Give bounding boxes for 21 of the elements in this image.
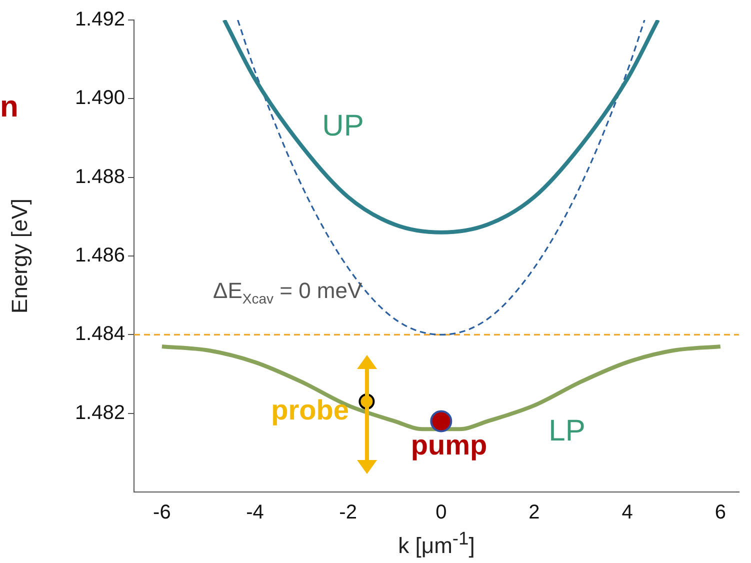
- y-tick-label: 1.492: [74, 8, 125, 31]
- y-tick-label: 1.488: [74, 166, 125, 188]
- y-tick-label: 1.484: [74, 323, 125, 346]
- x-axis-title: k [μm$^{-1}$]: [398, 528, 475, 558]
- x-tick-label: 2: [528, 502, 540, 524]
- annotation: UP: [322, 109, 364, 142]
- y-tick-label: 1.486: [74, 244, 125, 267]
- line-series: [222, 20, 660, 234]
- x-tick-label: 4: [622, 502, 633, 524]
- text: n: [0, 90, 18, 124]
- x-tick-label: 6: [714, 502, 726, 524]
- x-tick-label: 0: [436, 502, 447, 524]
- annotation: probe: [271, 394, 349, 426]
- annotation: LP: [548, 414, 586, 448]
- y-tick-label: 1.482: [74, 402, 125, 424]
- x-tick-label: -6: [153, 502, 171, 524]
- x-tick-label: -4: [246, 502, 264, 524]
- x-tick-label: -2: [339, 502, 357, 524]
- y-axis-title: Energy [eV]: [7, 198, 33, 314]
- y-tick-label: 1.490: [74, 87, 125, 110]
- annotation: pump: [410, 430, 488, 461]
